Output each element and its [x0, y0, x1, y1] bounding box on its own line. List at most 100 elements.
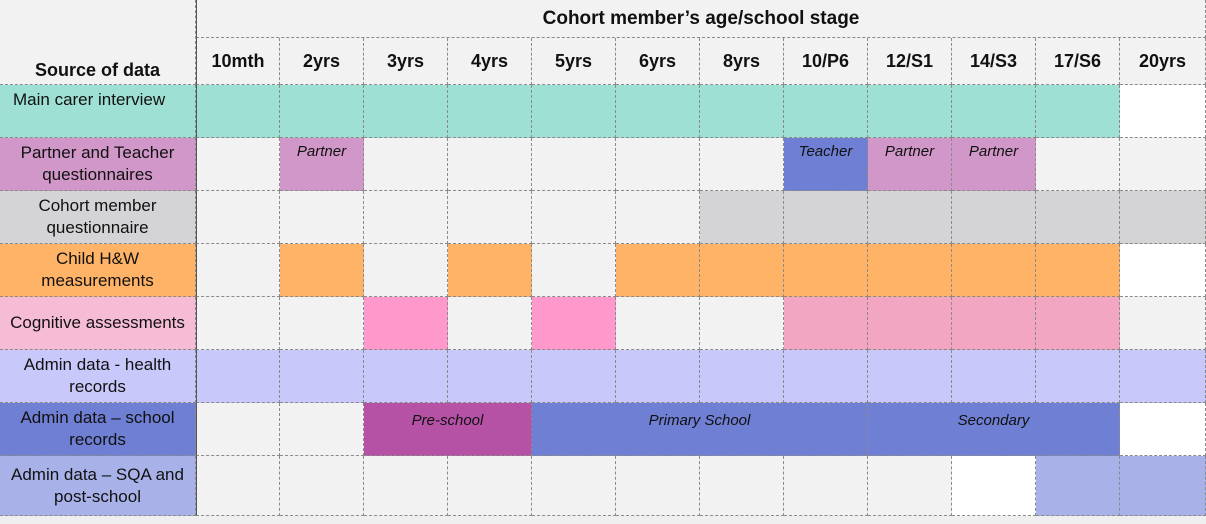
span-block: Primary School — [532, 403, 868, 456]
data-cell — [196, 350, 280, 403]
data-cell — [532, 244, 616, 297]
data-cell — [196, 456, 280, 516]
data-cell — [616, 85, 700, 138]
data-cell — [1120, 456, 1206, 516]
data-cell — [280, 297, 364, 350]
data-cell — [1120, 191, 1206, 244]
age-header-4: 5yrs — [532, 38, 616, 85]
data-cell — [448, 138, 532, 191]
data-cell — [280, 244, 364, 297]
data-cell — [700, 191, 784, 244]
data-cell — [700, 456, 784, 516]
data-cell — [616, 456, 700, 516]
data-cell — [196, 403, 280, 456]
data-cell — [364, 138, 448, 191]
data-cell: Teacher — [784, 138, 868, 191]
age-header-8: 12/S1 — [868, 38, 952, 85]
data-cell — [364, 191, 448, 244]
row-label-5: Admin data - health records — [0, 350, 196, 403]
data-cell — [280, 191, 364, 244]
data-cell — [784, 85, 868, 138]
data-cell: Partner — [280, 138, 364, 191]
data-cell — [868, 244, 952, 297]
data-cell — [784, 456, 868, 516]
data-cell — [448, 350, 532, 403]
row-label-2: Cohort member questionnaire — [0, 191, 196, 244]
data-cell — [1036, 85, 1120, 138]
data-cell — [868, 350, 952, 403]
data-cell — [196, 85, 280, 138]
row-label-1: Partner and Teacher questionnaires — [0, 138, 196, 191]
data-cell — [616, 191, 700, 244]
data-cell — [1120, 85, 1206, 138]
span-block: Pre-school — [364, 403, 532, 456]
data-cell — [1120, 350, 1206, 403]
data-cell — [700, 138, 784, 191]
data-cell — [784, 244, 868, 297]
data-cell — [448, 85, 532, 138]
data-cell — [364, 350, 448, 403]
age-header-6: 8yrs — [700, 38, 784, 85]
age-header-2: 3yrs — [364, 38, 448, 85]
age-header-10: 17/S6 — [1036, 38, 1120, 85]
data-cell — [196, 138, 280, 191]
age-header-9: 14/S3 — [952, 38, 1036, 85]
data-cell — [448, 244, 532, 297]
data-cell — [532, 456, 616, 516]
data-cell — [280, 350, 364, 403]
data-cell — [784, 191, 868, 244]
data-cell — [1036, 350, 1120, 403]
data-cell — [1120, 403, 1206, 456]
data-cell — [952, 191, 1036, 244]
data-cell — [1036, 297, 1120, 350]
data-cell — [532, 350, 616, 403]
data-cell — [1036, 138, 1120, 191]
data-cell — [616, 297, 700, 350]
data-cell: Partner — [868, 138, 952, 191]
data-cell — [1120, 244, 1206, 297]
data-cell — [868, 297, 952, 350]
data-cell — [616, 244, 700, 297]
source-of-data-header: Source of data — [0, 0, 196, 85]
data-cell — [700, 350, 784, 403]
data-cell — [196, 191, 280, 244]
data-cell — [868, 191, 952, 244]
data-cell — [364, 297, 448, 350]
age-header-11: 20yrs — [1120, 38, 1206, 85]
data-cell: Partner — [952, 138, 1036, 191]
data-cell — [952, 244, 1036, 297]
row-label-6: Admin data – school records — [0, 403, 196, 456]
data-cell — [952, 85, 1036, 138]
data-cell — [364, 456, 448, 516]
data-cell — [1036, 191, 1120, 244]
data-cell — [280, 403, 364, 456]
data-cell — [784, 350, 868, 403]
data-cell — [784, 297, 868, 350]
data-cell — [952, 297, 1036, 350]
data-cell — [532, 138, 616, 191]
data-cell — [1120, 138, 1206, 191]
row-label-4: Cognitive assessments — [0, 297, 196, 350]
data-cell — [868, 456, 952, 516]
data-cell — [1120, 297, 1206, 350]
data-cell — [700, 297, 784, 350]
row-label-3: Child H&W measurements — [0, 244, 196, 297]
age-header-1: 2yrs — [280, 38, 364, 85]
data-cell — [952, 456, 1036, 516]
data-cell — [448, 191, 532, 244]
data-cell — [364, 244, 448, 297]
data-cell — [448, 456, 532, 516]
age-header-0: 10mth — [196, 38, 280, 85]
data-cell — [532, 85, 616, 138]
data-cell — [616, 138, 700, 191]
span-block: Secondary — [868, 403, 1120, 456]
data-cell — [280, 85, 364, 138]
data-cell — [700, 85, 784, 138]
age-header-3: 4yrs — [448, 38, 532, 85]
data-cell — [1036, 456, 1120, 516]
data-cell — [448, 297, 532, 350]
data-cell — [364, 85, 448, 138]
data-cell — [196, 244, 280, 297]
data-cell — [196, 297, 280, 350]
